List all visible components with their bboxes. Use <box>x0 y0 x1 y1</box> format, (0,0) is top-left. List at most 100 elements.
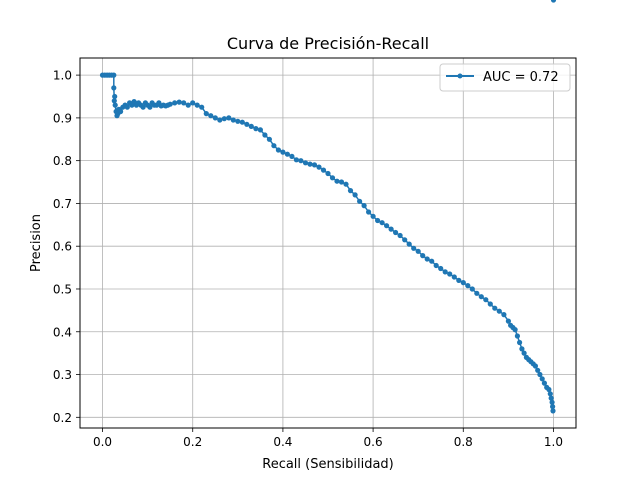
pr-curve-point <box>190 100 196 106</box>
y-tick-label: 0.7 <box>53 197 72 211</box>
pr-curve-point <box>517 339 523 346</box>
pr-curve-point <box>320 167 327 173</box>
pr-curve-point <box>487 301 493 307</box>
pr-curve-point <box>253 126 259 132</box>
pr-curve-point <box>483 297 489 303</box>
pr-curve-point <box>460 280 466 286</box>
pr-curve-point <box>112 102 118 108</box>
x-axis-ticks: 0.0 0.2 0.4 0.6 0.8 1.0 <box>93 428 563 449</box>
pr-curve-point <box>521 350 527 356</box>
pr-curve-point <box>257 127 263 133</box>
pr-curve-point <box>118 108 124 115</box>
pr-curve-point <box>447 271 453 277</box>
pr-curve-point <box>366 209 372 215</box>
pr-curve-point <box>275 147 281 153</box>
pr-curve-point <box>239 119 245 125</box>
pr-curve-point <box>124 104 130 110</box>
pr-curve-point <box>111 72 117 78</box>
pr-curve-point <box>307 161 313 167</box>
pr-curve-point <box>478 294 484 300</box>
pr-curve-point <box>203 111 209 117</box>
plot-area-frame <box>79 57 577 429</box>
pr-curve-point <box>388 226 394 232</box>
pr-curve-point <box>541 380 548 386</box>
pr-curve-point <box>140 104 146 110</box>
x-tick-label: 0.4 <box>273 435 292 449</box>
pr-curve-point <box>546 386 552 393</box>
pr-curve-point <box>325 170 331 177</box>
pr-curve-point <box>549 399 555 405</box>
pr-curve-point <box>172 100 178 106</box>
pr-curve-point <box>298 158 304 164</box>
y-tick-label: 0.4 <box>53 325 72 339</box>
pr-curve-point <box>112 93 118 100</box>
y-tick-label: 0.5 <box>53 282 72 296</box>
pr-curve-point <box>379 220 385 226</box>
pr-curve-point <box>539 376 545 382</box>
pr-curve-point <box>221 116 227 122</box>
pr-curve-point <box>492 305 498 311</box>
y-tick-label: 1.0 <box>53 69 72 83</box>
y-tick-label: 0.6 <box>53 240 72 254</box>
x-tick-label: 0.6 <box>364 435 383 449</box>
pr-curve-point <box>111 98 117 104</box>
pr-curve-point <box>505 318 511 324</box>
pr-curve-point <box>111 85 117 91</box>
pr-curve-point <box>266 136 272 142</box>
pr-curve-point <box>550 404 556 410</box>
pr-curve-point <box>316 164 322 170</box>
pr-curve-point <box>194 102 200 108</box>
pr-curve-point <box>334 178 340 184</box>
pr-curve-point <box>424 256 430 262</box>
y-tick-label: 0.8 <box>53 154 72 168</box>
pr-curve-point <box>226 115 232 121</box>
pr-curve-point <box>212 115 218 121</box>
pr-curve-point <box>244 121 250 127</box>
pr-curve-point <box>343 181 349 187</box>
pr-curve-point <box>406 241 412 247</box>
pr-curve-point <box>548 395 554 401</box>
pr-curve-point <box>329 175 336 181</box>
pr-curve-point <box>230 117 236 123</box>
pr-curve-point <box>262 132 268 138</box>
pr-curve-point <box>181 100 187 106</box>
pr-curve-line <box>102 74 554 411</box>
pr-curve-point <box>465 283 471 289</box>
pr-curve-point <box>235 118 241 124</box>
pr-curve-point <box>208 113 214 119</box>
pr-curve-point <box>289 153 295 159</box>
pr-curve-point <box>217 117 223 123</box>
pr-curve-point <box>357 198 363 204</box>
pr-curve-point <box>280 149 286 155</box>
y-tick-label: 0.9 <box>53 111 72 125</box>
pr-curve-point <box>311 162 318 168</box>
pr-curve-point <box>370 213 376 219</box>
pr-curve-point <box>474 290 480 296</box>
y-tick-label: 0.2 <box>53 411 72 425</box>
pr-curve-point <box>429 258 435 264</box>
pr-curve-point <box>352 192 358 198</box>
pr-curve-point <box>537 371 543 378</box>
pr-curve-point <box>550 408 556 414</box>
legend-label: AUC = 0.72 <box>483 70 559 85</box>
x-tick-label: 0.2 <box>183 435 202 449</box>
pr-curve-point <box>501 312 507 318</box>
pr-curve-point <box>167 101 173 107</box>
pr-curve-point <box>293 157 299 163</box>
pr-curve-point <box>433 262 439 269</box>
pr-curve-point <box>442 269 448 275</box>
pr-curve-point <box>284 151 290 157</box>
pr-curve-point <box>547 391 553 397</box>
pr-curve-point <box>302 160 309 166</box>
chart-title: Curva de Precisión-Recall <box>227 34 429 53</box>
x-tick-label: 0.8 <box>454 435 473 449</box>
pr-curve-point <box>411 245 417 251</box>
pr-curve-point <box>176 99 182 105</box>
pr-curve-point <box>456 277 462 283</box>
x-tick-label: 0.0 <box>93 435 112 449</box>
y-axis-label: Precision <box>29 214 44 272</box>
grid <box>80 58 576 428</box>
pr-curve-point <box>512 327 518 333</box>
pr-curve-point <box>420 253 426 259</box>
